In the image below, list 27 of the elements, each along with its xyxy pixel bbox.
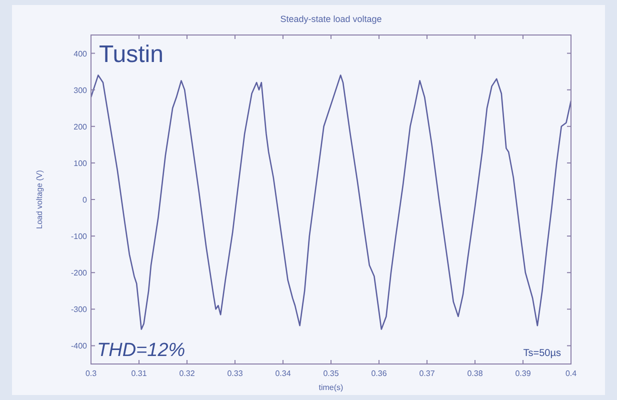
x-tick-label: 0.35 (323, 369, 340, 378)
x-tick-label: 0.37 (419, 369, 436, 378)
y-tick-label: 0 (82, 196, 88, 204)
x-tick-label: 0.31 (131, 369, 148, 378)
line-series (90, 74, 572, 330)
y-tick-label: -200 (70, 268, 88, 278)
y-tick-label: 400 (74, 49, 88, 58)
x-tick-label: 0.38 (467, 369, 484, 378)
x-tick-label: 0.36 (371, 369, 388, 378)
annotation: THD=12% (97, 340, 186, 361)
annotation: Tustin (99, 41, 164, 68)
x-tick-label: 0.34 (275, 369, 292, 378)
x-axis-title: time(s) (318, 383, 344, 392)
y-tick-label: -400 (70, 342, 88, 351)
y-axis-title: Load voltage (V) (35, 170, 44, 229)
x-tick-label: 0.39 (515, 369, 532, 378)
x-tick-label: 0.32 (179, 369, 196, 378)
x-tick-label: 0.33 (227, 369, 244, 378)
chart-title: Steady-state load voltage (280, 14, 382, 24)
y-tick-label: -100 (70, 232, 88, 242)
y-tick-label: 300 (74, 86, 88, 95)
y-tick-label: -300 (70, 305, 88, 314)
x-tick-label: 0.3 (85, 369, 98, 378)
annotation: Ts=50µs (523, 348, 561, 359)
y-tick-label: 200 (74, 122, 88, 132)
x-tick-label: 0.4 (565, 369, 578, 378)
y-tick-label: 100 (74, 158, 88, 168)
